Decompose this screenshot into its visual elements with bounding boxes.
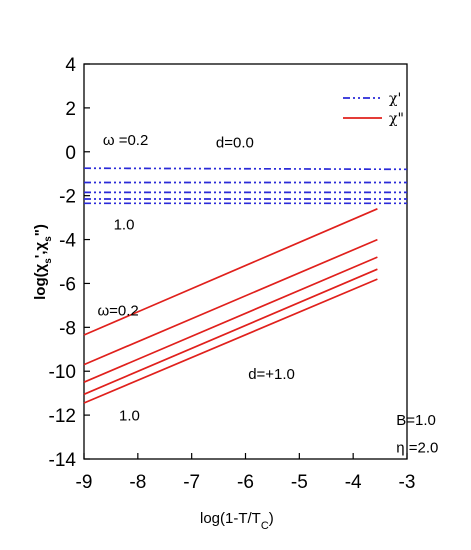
y-axis-label: log(χs',χs")	[32, 224, 54, 300]
x-tick-label: -4	[345, 472, 362, 493]
y-tick-label: -8	[59, 318, 76, 339]
chi-dprime-line	[83, 278, 378, 404]
legend-label-chi-prime: χ'	[389, 91, 401, 107]
annotation: 1.0	[114, 217, 135, 234]
chi-dprime-line	[83, 256, 378, 383]
annotation: 1.0	[119, 408, 140, 425]
y-tick-label: -12	[49, 406, 76, 427]
annotation: η =2.0	[396, 439, 438, 456]
y-tick-label: -2	[59, 187, 76, 208]
series-layer	[83, 167, 408, 404]
chi-prime-line	[83, 167, 408, 171]
annotation: ω =0.2	[103, 132, 149, 149]
annotation: d=0.0	[216, 134, 254, 151]
y-tick-label: -6	[59, 274, 76, 295]
chi-dprime-line	[83, 238, 378, 366]
plot-frame	[83, 63, 408, 460]
x-tick-label: -6	[237, 472, 254, 493]
chi-dprime-line	[83, 268, 378, 396]
y-tick-label: -4	[59, 231, 76, 252]
x-tick-label: -3	[399, 472, 416, 493]
x-tick-label: -8	[129, 472, 146, 493]
y-tick-label: -10	[49, 362, 76, 383]
chi-dprime-line	[83, 208, 378, 336]
annotation: d=+1.0	[248, 366, 295, 383]
y-tick-label: 0	[65, 143, 76, 164]
y-tick-label: 2	[65, 99, 76, 120]
legend: χ' χ"	[343, 91, 404, 127]
x-tick-label: -5	[291, 472, 308, 493]
x-axis-label: log(1-T/TC)	[200, 510, 274, 532]
y-tick-label: 4	[65, 55, 76, 76]
y-axis: -14 -12 -10 -8 -6 -4 -2 0 2 4	[49, 55, 90, 471]
annotation: ω=0.2	[97, 302, 138, 319]
y-tick-label: -14	[49, 450, 77, 471]
annotation: B=1.0	[396, 412, 436, 429]
x-tick-label: -9	[76, 472, 93, 493]
x-tick-label: -7	[183, 472, 200, 493]
x-axis: -9 -8 -7 -6 -5 -4 -3	[76, 453, 416, 493]
legend-label-chi-dprime: χ"	[389, 111, 404, 127]
annotation-layer: ω =0.2 d=0.0 1.0 ω=0.2 d=+1.0 1.0 B=1.0 η =2.0	[97, 132, 438, 456]
